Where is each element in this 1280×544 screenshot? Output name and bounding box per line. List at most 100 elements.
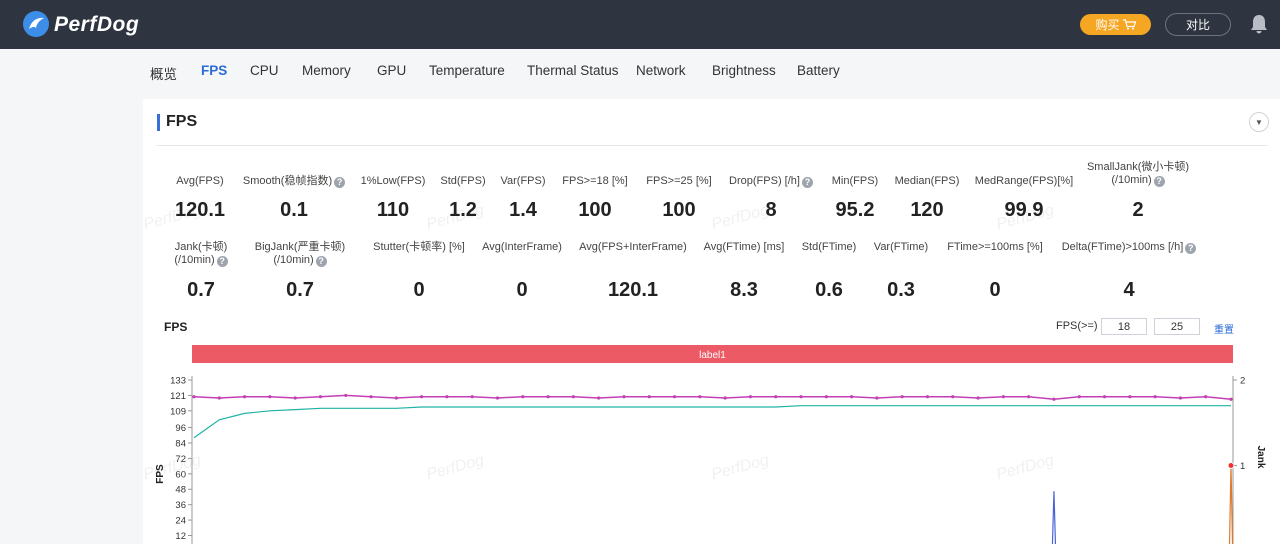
y2-tick-label: 2 xyxy=(1240,376,1245,387)
fps-filter-label: FPS(>=) xyxy=(1056,320,1098,332)
tab-cpu[interactable]: CPU xyxy=(250,63,279,78)
help-icon[interactable]: ? xyxy=(216,256,228,267)
series-point-fps xyxy=(925,395,930,399)
card-title: FPS xyxy=(166,113,198,130)
series-point-fps xyxy=(976,396,980,400)
metric-label: FTime>=100ms [%] xyxy=(920,241,1070,254)
series-point-fps xyxy=(875,396,879,400)
metric-metrics_row2-6: Std(FTime) 0.6 xyxy=(754,241,904,301)
tab-thermal-status[interactable]: Thermal Status xyxy=(527,63,619,78)
y-tick-label: 109 xyxy=(170,406,186,417)
fps-threshold-input-2[interactable] xyxy=(1154,318,1200,335)
metric-metrics_row1-6: FPS>=25 [%] 100 xyxy=(604,175,754,221)
fps-chart[interactable]: label1 133 121 109 96 84 72 60 48 36 24 12 2 1 FPS Jank xyxy=(143,344,1280,544)
metric-label: Std(FPS) xyxy=(388,175,538,188)
metric-label-text: Std(FTime) xyxy=(801,241,857,253)
metric-metrics_row2-5: Avg(FTime) [ms] 8.3 xyxy=(669,241,819,301)
series-point-fps xyxy=(495,396,500,400)
metric-value: 0 xyxy=(516,279,528,301)
metric-label-text: Var(FTime) xyxy=(873,241,929,253)
buy-button[interactable]: 购买 xyxy=(1080,14,1151,35)
y-tick-label: 48 xyxy=(175,485,186,496)
series-point-fps xyxy=(242,395,247,399)
y-tick-label: 72 xyxy=(175,454,186,465)
metric-value: 0.7 xyxy=(286,279,314,301)
help-icon[interactable]: ? xyxy=(1185,243,1197,254)
collapse-button[interactable]: ▼ xyxy=(1249,112,1269,132)
y-tick-label: 24 xyxy=(175,516,186,527)
metric-label: Stutter(卡顿率) [%] xyxy=(344,241,494,254)
metric-label-text: Avg(FPS) xyxy=(176,175,224,187)
metric-metrics_row1-0: Avg(FPS) 120.1 xyxy=(125,175,275,221)
series-point-fps xyxy=(622,395,626,399)
tab-fps[interactable]: FPS xyxy=(201,63,228,78)
metric-value: 1.4 xyxy=(509,199,537,221)
compare-button[interactable]: 对比 xyxy=(1165,13,1231,36)
metric-value: 0.7 xyxy=(187,279,215,301)
metric-value: 120 xyxy=(910,199,944,221)
series-point-fps xyxy=(521,395,525,399)
metric-label: FPS>=18 [%] xyxy=(520,175,670,188)
fps-card: FPS ▼ Avg(FPS) 120.1 Smooth(稳帧指数)? 0.1 1%Low… xyxy=(142,99,1280,544)
tab-overview[interactable]: 概览 xyxy=(150,67,177,82)
label-band[interactable] xyxy=(192,345,1233,363)
metric-label: MedRange(FPS)[%] xyxy=(949,175,1099,188)
y-tick-label: 96 xyxy=(175,423,186,434)
metric-metrics_row1-3: Std(FPS) 1.2 xyxy=(388,175,538,221)
metric-label: Std(FTime) xyxy=(754,241,904,254)
bell-icon[interactable] xyxy=(1250,14,1268,34)
series-point-fps xyxy=(1128,395,1132,399)
metric-label-text: Delta(FTime)>100ms [/h] xyxy=(1061,241,1184,253)
series-point-fps xyxy=(268,395,272,399)
metric-label-text: Jank(卡顿) xyxy=(174,241,228,253)
help-icon[interactable]: ? xyxy=(801,177,813,188)
metric-tabs: 概览 FPS CPU Memory GPU Temperature Thermal Stat… xyxy=(0,49,1280,93)
metric-metrics_row1-1: Smooth(稳帧指数)? 0.1 xyxy=(219,175,369,221)
metric-value: 0 xyxy=(989,279,1001,301)
series-point-fps xyxy=(723,396,727,400)
metric-metrics_row2-0: Jank(卡顿) (/10min)? 0.7 xyxy=(126,241,276,301)
tab-network[interactable]: Network xyxy=(636,63,686,78)
help-icon[interactable]: ? xyxy=(1153,176,1165,187)
fps-threshold-input-1[interactable] xyxy=(1101,318,1147,335)
metric-label: 1%Low(FPS) xyxy=(318,175,468,188)
metric-value: 2 xyxy=(1132,199,1144,221)
tab-battery[interactable]: Battery xyxy=(797,63,840,78)
tab-gpu[interactable]: GPU xyxy=(377,63,407,78)
jank-marker[interactable] xyxy=(1227,461,1235,469)
series-point-fps xyxy=(698,395,702,399)
chart-title: FPS xyxy=(164,320,188,334)
metric-label: Avg(InterFrame) xyxy=(447,241,597,254)
metric-label-unit: (/10min) xyxy=(1111,174,1152,186)
reset-link[interactable]: 重置 xyxy=(1214,325,1234,336)
series-point-fps xyxy=(293,396,297,400)
metric-metrics_row2-7: Var(FTime) 0.3 xyxy=(826,241,976,301)
series-point-fps xyxy=(546,395,550,399)
metric-metrics_row2-9: Delta(FTime)>100ms [/h]? 4 xyxy=(1054,241,1204,301)
help-icon[interactable]: ? xyxy=(334,177,346,188)
series-point-fps xyxy=(799,395,803,399)
tab-brightness[interactable]: Brightness xyxy=(712,63,776,78)
y-tick-label: 84 xyxy=(175,438,186,449)
y2-tick-label: 1 xyxy=(1240,461,1245,472)
tab-memory[interactable]: Memory xyxy=(302,63,351,78)
metric-metrics_row1-11: SmallJank(微小卡顿) (/10min)? 2 xyxy=(1063,161,1213,221)
metric-label-text: SmallJank(微小卡顿) xyxy=(1086,161,1190,173)
metric-label-text: BigJank(严重卡顿) xyxy=(254,241,346,253)
metric-metrics_row2-1: BigJank(严重卡顿) (/10min)? 0.7 xyxy=(225,241,375,301)
tab-temperature[interactable]: Temperature xyxy=(429,63,505,78)
metric-metrics_row2-4: Avg(FPS+InterFrame) 120.1 xyxy=(558,241,708,301)
metric-metrics_row1-7: Drop(FPS) [/h]? 8 xyxy=(696,175,846,221)
help-icon[interactable]: ? xyxy=(315,256,327,267)
metric-label: Var(FTime) xyxy=(826,241,976,254)
metric-metrics_row1-4: Var(FPS) 1.4 xyxy=(448,175,598,221)
metric-value: 0 xyxy=(413,279,425,301)
y-tick-label: 60 xyxy=(175,469,186,480)
metric-label: Delta(FTime)>100ms [/h]? xyxy=(1054,241,1204,254)
series-point-fps xyxy=(951,395,955,399)
metric-metrics_row1-5: FPS>=18 [%] 100 xyxy=(520,175,670,221)
metric-label: Avg(FPS) xyxy=(125,175,275,188)
metric-value: 0.6 xyxy=(815,279,843,301)
series-point-fps xyxy=(1001,395,1005,399)
series-point-fps xyxy=(1052,397,1056,401)
